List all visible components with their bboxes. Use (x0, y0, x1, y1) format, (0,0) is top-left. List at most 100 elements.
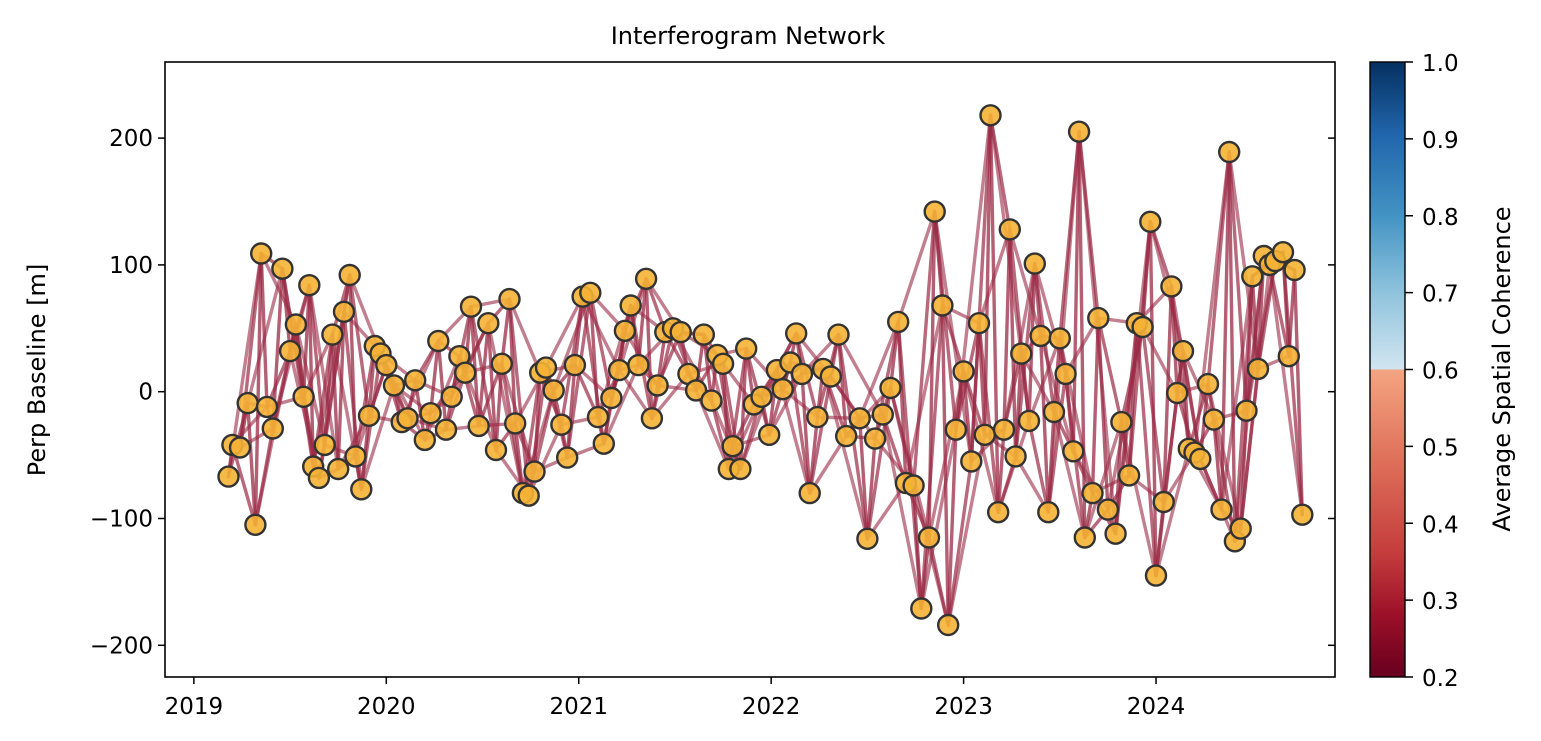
interferogram-edge (940, 303, 966, 374)
interferogram-edge (1227, 150, 1249, 413)
acquisition-point (579, 281, 602, 304)
acquisition-point (735, 337, 758, 360)
acquisition-point (504, 412, 527, 435)
x-tick-label: 2023 (934, 694, 993, 720)
acquisition-point (711, 352, 735, 375)
interferogram-edge (1038, 334, 1051, 514)
acquisition-point (250, 242, 273, 265)
acquisition-point (1144, 564, 1168, 587)
acquisition-point (600, 386, 623, 410)
acquisition-point (669, 320, 692, 344)
interferogram-edge (1227, 150, 1237, 543)
interferogram-edge (1148, 220, 1158, 578)
interferogram-edge (532, 388, 556, 474)
interferogram-edge (904, 303, 945, 485)
acquisition-point (1202, 408, 1226, 431)
plot-frame (164, 61, 1336, 678)
interferogram-edge (636, 277, 648, 367)
acquisition-point (856, 527, 879, 550)
interferogram-edge (359, 383, 396, 491)
interferogram-edge (238, 251, 263, 450)
interferogram-edge (253, 251, 263, 527)
acquisition-point (1054, 362, 1077, 386)
acquisition-point (396, 407, 419, 430)
interferogram-edge (580, 294, 621, 372)
acquisition-point (785, 322, 808, 345)
acquisition-point (640, 407, 664, 430)
interferogram-edge (527, 423, 564, 498)
acquisition-point (771, 378, 794, 401)
x-tick-label: 2022 (742, 694, 801, 720)
interferogram-edge (940, 303, 950, 627)
acquisition-point (1196, 372, 1220, 396)
interferogram-edge (808, 374, 833, 495)
acquisition-point (607, 358, 631, 382)
interferogram-edge (1027, 419, 1051, 514)
acquisition-point (1246, 357, 1270, 381)
acquisition-point (1042, 400, 1066, 424)
interferogram-edge (969, 113, 993, 464)
interferogram-edge (1206, 150, 1231, 386)
interferogram-edge (513, 421, 525, 495)
interferogram-edge (911, 483, 923, 611)
colorbar-label: Average Spatial Coherence (1488, 206, 1516, 531)
acquisition-point (338, 263, 361, 287)
interferogram-edge (486, 321, 498, 452)
acquisition-point (827, 323, 850, 346)
acquisition-point (646, 374, 669, 397)
acquisition-point (1037, 501, 1060, 524)
interferogram-edge (1219, 150, 1231, 512)
interferogram-edge (927, 535, 950, 627)
acquisition-point (550, 413, 573, 436)
acquisition-point (556, 446, 579, 469)
acquisition-point (350, 478, 373, 501)
acquisition-point (344, 445, 367, 468)
x-tick-label: 2024 (1127, 694, 1186, 720)
acquisition-point (1160, 275, 1183, 298)
interferogram-edge (709, 398, 731, 471)
acquisition-point (944, 418, 968, 441)
interferogram-edge (821, 367, 870, 541)
acquisition-point (292, 385, 315, 408)
interferogram-edge (1077, 129, 1087, 540)
y-axis: −200 −100 0 100 200 (90, 126, 1335, 659)
interferogram-edge (829, 374, 877, 441)
acquisition-point (613, 319, 637, 342)
acquisition-point (517, 484, 540, 507)
acquisition-point (790, 362, 814, 386)
y-tick-label: 100 (109, 253, 153, 279)
interferogram-edge (588, 291, 600, 419)
interferogram-edge (1083, 420, 1124, 540)
acquisition-point (523, 460, 546, 483)
acquisition-point (1283, 258, 1306, 282)
acquisition-point (998, 218, 1021, 241)
acquisition-point (1110, 410, 1133, 434)
acquisition-point (327, 457, 350, 481)
acquisition-point (459, 295, 483, 318)
acquisition-point (1291, 503, 1314, 526)
interferogram-edge (1140, 325, 1179, 395)
acquisition-point (440, 385, 463, 408)
acquisition-point (1062, 440, 1085, 463)
interferogram-edge (996, 428, 1006, 514)
acquisition-point (375, 353, 398, 377)
acquisition-point (902, 474, 925, 497)
acquisition-point (627, 353, 650, 377)
acquisition-point (937, 613, 960, 637)
acquisition-point (1229, 517, 1252, 540)
acquisition-point (967, 312, 991, 335)
interferogram-edge (808, 434, 848, 495)
interferogram-edge (881, 412, 923, 611)
acquisition-point (261, 417, 284, 440)
acquisition-points (217, 104, 1314, 637)
acquisition-point (542, 379, 565, 402)
colorbar-tick-label: 0.7 (1422, 282, 1459, 308)
acquisition-point (887, 310, 910, 334)
acquisition-point (236, 391, 259, 415)
acquisition-point (498, 287, 521, 311)
acquisition-point (910, 597, 933, 620)
acquisition-point (1152, 490, 1175, 514)
acquisition-point (313, 433, 336, 457)
x-tick-label: 2021 (549, 694, 608, 720)
